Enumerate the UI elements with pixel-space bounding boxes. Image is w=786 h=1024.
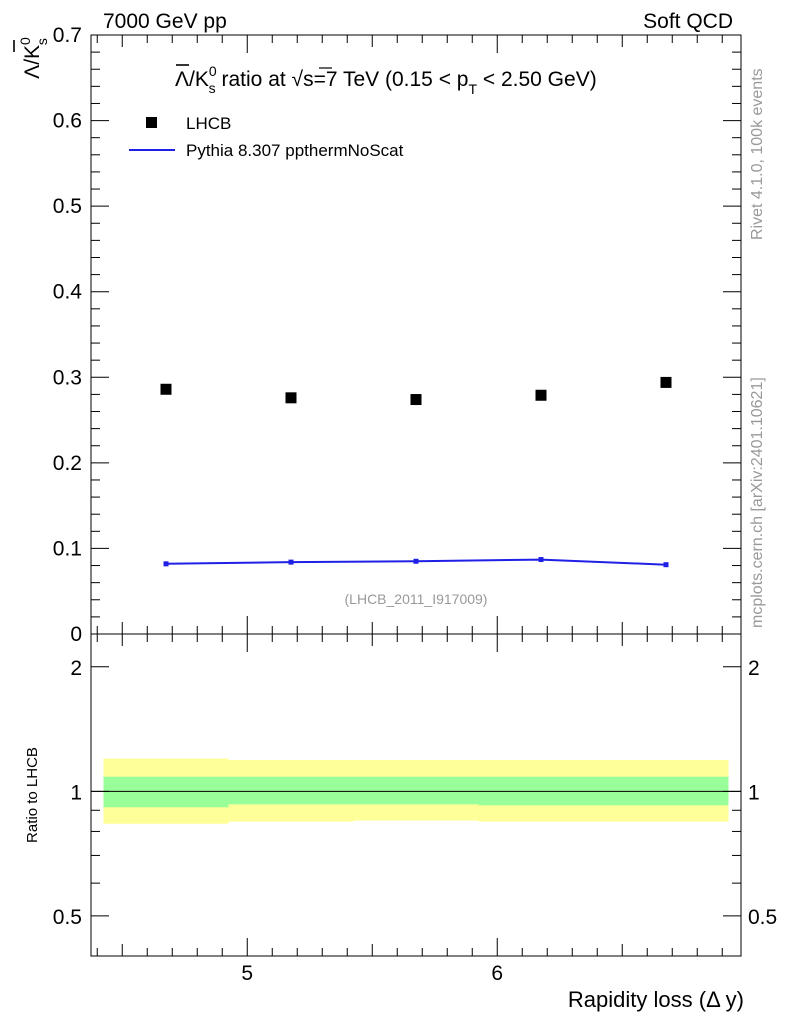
- title-s-eq: s=7 TeV (0.15 < p: [303, 68, 468, 91]
- inner-band: [103, 776, 229, 808]
- mc-point: [163, 561, 169, 567]
- main-x-ticks: [96, 35, 723, 634]
- mc-point: [288, 559, 294, 565]
- main-y-tick-label: 0.1: [53, 537, 82, 560]
- x-tick-label: 5: [241, 962, 253, 985]
- ratio-y-tick-label: 1: [70, 781, 82, 804]
- mc-series: [163, 557, 669, 568]
- ratio-y-tick-label: 0.5: [53, 906, 82, 929]
- data-point: [160, 383, 172, 395]
- data-point: [660, 376, 672, 388]
- x-tick-label: 6: [491, 962, 503, 985]
- analysis-id: (LHCB_2011_I917009): [345, 591, 488, 607]
- y-label-k: /K: [21, 45, 44, 65]
- y-label-sub: s: [34, 38, 50, 45]
- ratio-y-ticks: [91, 666, 741, 957]
- y-label-sup: 0: [17, 37, 33, 45]
- main-y-tick-label: 0.3: [53, 366, 82, 389]
- legend-label-lhcb: LHCB: [186, 114, 231, 133]
- ratio-y-tick-label-right: 2: [748, 657, 760, 680]
- mc-point: [663, 562, 669, 568]
- header-right: Soft QCD: [643, 10, 733, 33]
- main-y-tick-label: 0.6: [53, 110, 82, 133]
- y-axis-label: Λ/K0s: [17, 37, 50, 79]
- ratio-x-ticks: [96, 634, 723, 956]
- ratio-tick-labels: 0.5 0.5 1 1 2 2 5 6: [53, 657, 777, 985]
- main-y-tick-label: 0.2: [53, 452, 82, 475]
- plot-title: Λ/K0 s ratio at √s=7 TeV (0.15 < pT < 2.5…: [175, 63, 597, 97]
- ratio-y-label: Ratio to LHCB: [24, 747, 41, 843]
- main-y-tick-labels: 0 0.1 0.2 0.3 0.4 0.5 0.6 0.7: [53, 24, 83, 646]
- ratio-y-tick-label: 2: [70, 657, 82, 680]
- inner-band: [353, 776, 479, 805]
- ratio-plot-frame: [90, 633, 742, 957]
- ratio-y-tick-label-right: 1: [748, 781, 760, 804]
- title-sqrt: √: [292, 68, 304, 91]
- data-point: [410, 394, 422, 406]
- legend-label-pythia: Pythia 8.307 ppthermNoScat: [186, 141, 404, 160]
- ratio-y-tick-label-right: 0.5: [748, 906, 777, 929]
- inner-band: [228, 776, 354, 805]
- main-y-tick-label: 0.4: [53, 281, 83, 304]
- main-y-tick-label: 0.5: [53, 195, 82, 218]
- rivet-label: Rivet 4.1.0, 100k events: [749, 68, 766, 240]
- title-lambda: Λ: [175, 68, 189, 91]
- x-axis-label: Rapidity loss (Δ y): [568, 987, 744, 1012]
- data-series: [160, 376, 672, 406]
- title-tail: < 2.50 GeV): [477, 68, 597, 91]
- title-sub: s: [209, 80, 216, 96]
- y-label-lambda: Λ: [21, 65, 44, 79]
- title-mid: ratio at: [216, 68, 292, 91]
- mc-point: [538, 557, 544, 563]
- title-sub-t: T: [468, 81, 477, 97]
- data-point: [535, 389, 547, 401]
- data-point: [285, 392, 297, 404]
- main-y-ticks: [91, 51, 741, 635]
- title-k: /K: [189, 68, 209, 91]
- mc-point: [413, 558, 419, 564]
- mcplots-label: mcplots.cern.ch [arXiv:2401.10621]: [749, 377, 766, 628]
- title-sup: 0: [209, 63, 217, 79]
- legend-marker-lhcb: [146, 117, 157, 128]
- main-y-tick-label: 0.7: [53, 24, 82, 47]
- header-left: 7000 GeV pp: [103, 10, 227, 33]
- main-y-tick-label: 0: [70, 623, 82, 646]
